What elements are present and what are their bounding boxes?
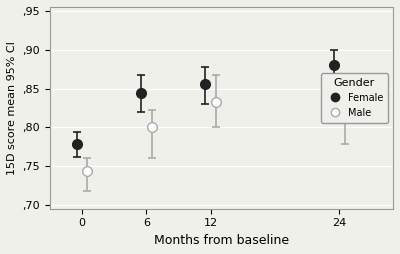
Legend: Female, Male: Female, Male [321, 73, 388, 123]
Y-axis label: 15D score mean 95% CI: 15D score mean 95% CI [7, 41, 17, 175]
X-axis label: Months from baseline: Months from baseline [154, 234, 289, 247]
